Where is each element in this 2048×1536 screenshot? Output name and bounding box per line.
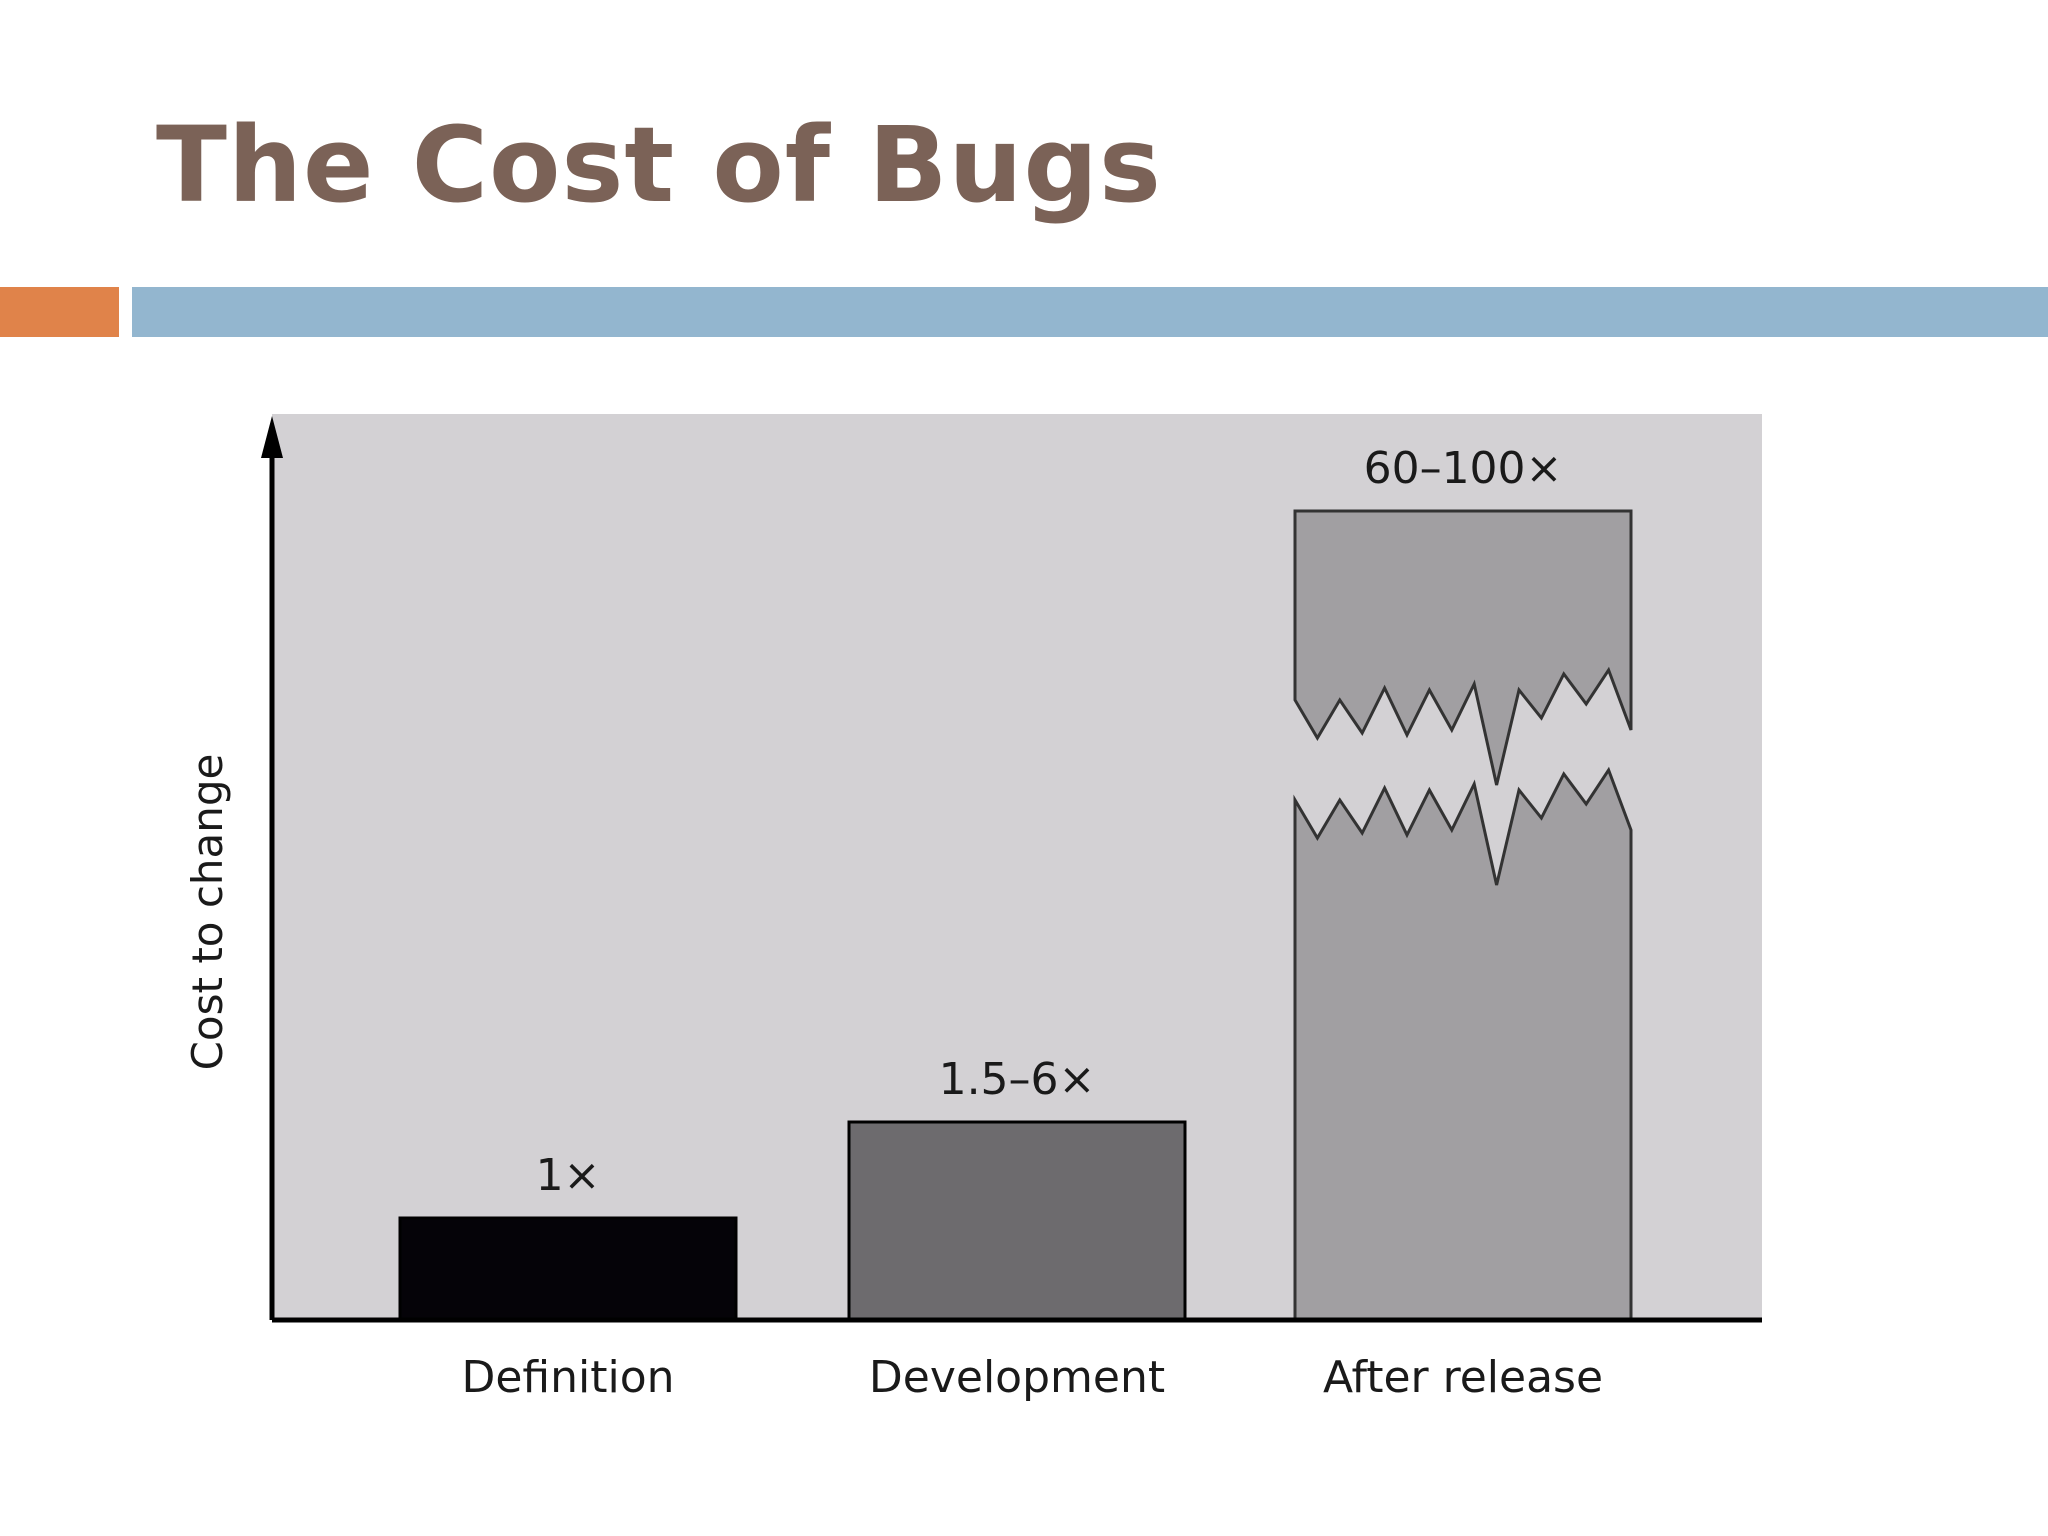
y-axis-label: Cost to change (183, 754, 232, 1071)
y-axis-arrowhead (261, 416, 283, 458)
bar-definition (398, 1216, 738, 1322)
accent-bar-orange (0, 287, 119, 337)
bar-development (847, 1120, 1187, 1322)
data-label-definition: 1× (536, 1150, 601, 1201)
bar-after-release-lower (1293, 766, 1633, 1322)
slide-title: The Cost of Bugs (156, 104, 1162, 226)
category-label-definition: Definition (461, 1352, 674, 1403)
bar-after-release-upper (1293, 509, 1633, 786)
data-label-development: 1.5–6× (939, 1054, 1096, 1105)
accent-bar-blue (132, 287, 2048, 337)
data-label-after-release: 60–100× (1364, 443, 1563, 494)
category-label-development: Development (869, 1352, 1165, 1403)
category-label-after-release: After release (1323, 1352, 1603, 1403)
